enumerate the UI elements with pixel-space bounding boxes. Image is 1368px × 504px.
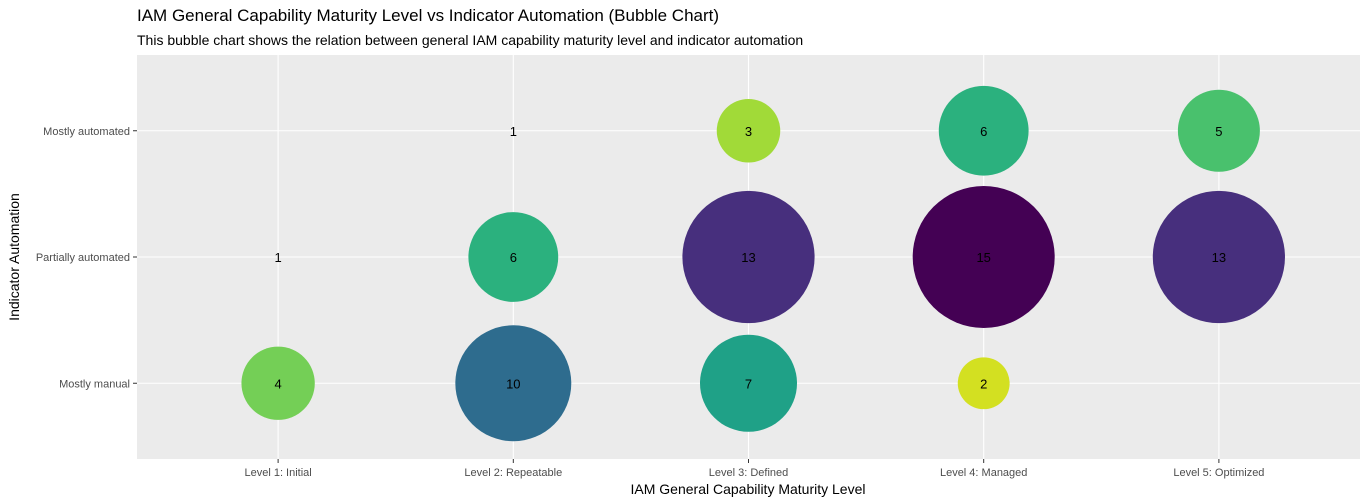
x-axis-label: IAM General Capability Maturity Level [631, 481, 866, 497]
bubble-label: 7 [745, 376, 752, 391]
bubble [1152, 190, 1285, 324]
bubble [455, 325, 572, 442]
x-tick-label: Level 4: Managed [940, 467, 1027, 479]
x-tick-label: Level 2: Repeatable [464, 467, 562, 479]
bubble [682, 190, 815, 324]
bubble-label: 1 [274, 250, 281, 265]
bubbles: 4 1 10 6 1 7 13 3 2 15 6 13 5 [241, 85, 1285, 442]
bubble-label: 5 [1215, 124, 1222, 139]
bubble [468, 212, 559, 302]
bubble [716, 98, 781, 163]
bubble-label: 15 [976, 250, 990, 265]
bubble-label: 10 [506, 376, 520, 391]
bubble-label: 13 [741, 250, 755, 265]
y-axis: Mostly manual Partially automated Mostly a… [36, 126, 137, 390]
bubble [957, 357, 1010, 410]
bubble [938, 85, 1029, 176]
bubble-label: 6 [980, 124, 987, 139]
bubble [912, 186, 1055, 328]
bubble-label: 1 [510, 124, 517, 139]
x-axis: Level 1: Initial Level 2: Repeatable Level… [244, 459, 1264, 479]
bubble [241, 346, 315, 420]
y-tick-label: Mostly manual [59, 378, 130, 390]
chart-subtitle: This bubble chart shows the relation bet… [137, 32, 804, 48]
chart-title: IAM General Capability Maturity Level vs… [137, 6, 720, 25]
x-tick-label: Level 3: Defined [709, 467, 789, 479]
y-tick-label: Mostly automated [43, 126, 130, 138]
bubble-label: 6 [510, 250, 517, 265]
bubble-label: 4 [274, 376, 281, 391]
bubble-label: 3 [745, 124, 752, 139]
x-tick-label: Level 1: Initial [244, 467, 311, 479]
bubble-label: 13 [1212, 250, 1226, 265]
bubble [1177, 89, 1260, 172]
bubble [699, 334, 798, 432]
y-tick-label: Partially automated [36, 252, 130, 264]
x-tick-label: Level 5: Optimized [1173, 467, 1264, 479]
bubble-label: 2 [980, 376, 987, 391]
y-axis-label: Indicator Automation [6, 193, 22, 321]
